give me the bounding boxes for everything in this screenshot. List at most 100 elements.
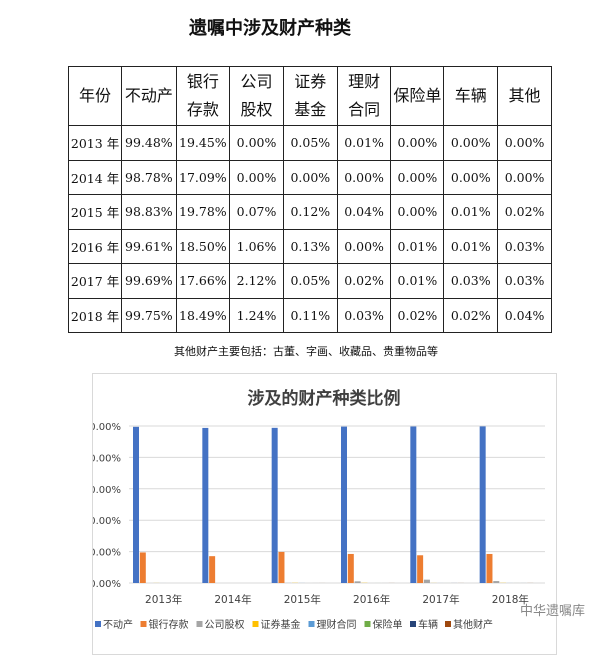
x-tick-label: 2017年 (422, 593, 459, 606)
legend-swatch (141, 621, 147, 627)
legend-swatch (309, 621, 315, 627)
table-cell: 0.00% (498, 126, 552, 161)
legend-label: 公司股权 (205, 618, 245, 631)
bar-不动产 (202, 428, 208, 583)
table-cell: 2018 年 (69, 298, 122, 333)
table-cell: 0.05% (283, 264, 337, 299)
column-header-text: 银行 (177, 68, 230, 96)
bar-不动产 (480, 426, 486, 583)
table-cell: 98.83% (122, 195, 176, 230)
table-cell: 0.02% (391, 298, 444, 333)
table-cell: 0.01% (444, 229, 498, 264)
chart-title: 涉及的财产种类比例 (248, 388, 401, 409)
table-cell: 0.00% (230, 160, 284, 195)
column-header-text: 股权 (230, 96, 283, 124)
column-header: 银行存款 (176, 67, 230, 126)
table-cell: 99.48% (122, 126, 176, 161)
column-header-text: 车辆 (444, 82, 497, 110)
column-header-text: 保险单 (391, 82, 443, 110)
bar-银行存款 (486, 554, 492, 583)
table-cell: 0.02% (498, 195, 552, 230)
table-cell: 0.00% (391, 160, 444, 195)
table-cell: 0.11% (283, 298, 337, 333)
table-cell: 0.03% (498, 229, 552, 264)
watermark: 中华遗嘱库 (520, 600, 585, 619)
table-cell: 0.03% (337, 298, 391, 333)
table-cell: 0.01% (337, 126, 391, 161)
column-header-text: 理财 (338, 68, 391, 96)
table-cell: 0.04% (337, 195, 391, 230)
column-header-text: 合同 (338, 96, 391, 124)
bar-银行存款 (209, 556, 215, 583)
table-note: 其他财产主要包括：古董、字画、收藏品、贵重物品等 (0, 343, 612, 359)
table-cell: 2.12% (230, 264, 284, 299)
legend-label: 证券基金 (261, 618, 301, 631)
x-tick-label: 2015年 (284, 593, 321, 606)
legend-swatch (365, 621, 371, 627)
legend-swatch (95, 621, 101, 627)
document-title: 遗嘱中涉及财产种类 (0, 14, 540, 40)
legend-label: 不动产 (103, 618, 133, 631)
y-tick-label: 40.00% (93, 516, 121, 527)
table-cell: 0.07% (230, 195, 284, 230)
legend-swatch (445, 621, 451, 627)
bar-不动产 (133, 427, 139, 583)
bar-不动产 (410, 426, 416, 583)
column-header: 年份 (69, 67, 122, 126)
table-cell: 0.00% (230, 126, 284, 161)
y-tick-label: 100.00% (93, 422, 121, 433)
table-cell: 99.61% (122, 229, 176, 264)
table-cell: 0.12% (283, 195, 337, 230)
bar-银行存款 (348, 554, 354, 583)
table-cell: 0.00% (283, 160, 337, 195)
column-header: 公司股权 (230, 67, 284, 126)
column-header: 保险单 (391, 67, 444, 126)
y-tick-label: 0.00% (93, 579, 121, 590)
column-header-text: 证券 (284, 68, 337, 96)
table-cell: 0.00% (444, 126, 498, 161)
bar-银行存款 (140, 552, 146, 583)
y-tick-label: 80.00% (93, 453, 121, 464)
table-cell: 0.03% (498, 264, 552, 299)
table-cell: 0.04% (498, 298, 552, 333)
table-cell: 0.00% (391, 126, 444, 161)
legend-swatch (253, 621, 259, 627)
table-cell: 17.66% (176, 264, 230, 299)
bar-公司股权 (355, 581, 361, 583)
table-cell: 18.49% (176, 298, 230, 333)
table-cell: 19.78% (176, 195, 230, 230)
column-header-text: 年份 (69, 82, 121, 110)
table-cell: 0.01% (391, 264, 444, 299)
table-cell: 18.50% (176, 229, 230, 264)
table-cell: 98.78% (122, 160, 176, 195)
bar-不动产 (341, 427, 347, 583)
table-cell: 19.45% (176, 126, 230, 161)
bar-公司股权 (424, 580, 430, 583)
column-header: 车辆 (444, 67, 498, 126)
table-cell: 0.03% (444, 264, 498, 299)
column-header-text: 其他 (498, 82, 551, 110)
y-tick-label: 20.00% (93, 548, 121, 559)
table-cell: 0.00% (337, 229, 391, 264)
table-cell: 1.24% (230, 298, 284, 333)
table-cell: 1.06% (230, 229, 284, 264)
legend-label: 其他财产 (453, 618, 493, 631)
column-header: 理财合同 (337, 67, 391, 126)
table-cell: 0.01% (444, 195, 498, 230)
legend-swatch (410, 621, 416, 627)
column-header-text: 基金 (284, 96, 337, 124)
table-cell: 0.02% (444, 298, 498, 333)
table-cell: 0.05% (283, 126, 337, 161)
bar-公司股权 (493, 581, 499, 583)
chart-container: 涉及的财产种类比例0.00%20.00%40.00%60.00%80.00%10… (92, 373, 557, 655)
legend-swatch (197, 621, 203, 627)
table-cell: 0.01% (391, 229, 444, 264)
table-cell: 2017 年 (69, 264, 122, 299)
x-tick-label: 2013年 (145, 593, 182, 606)
